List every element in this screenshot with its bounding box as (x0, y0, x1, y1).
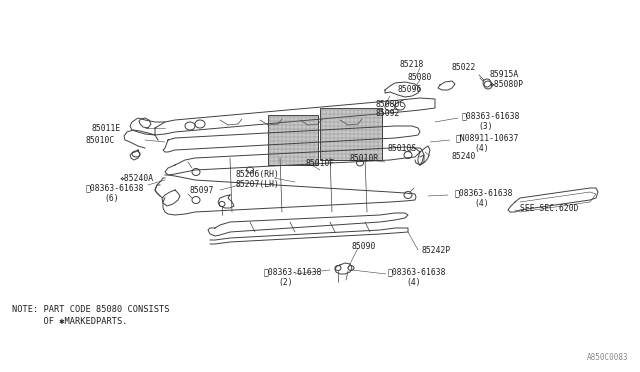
Text: 85096: 85096 (398, 84, 422, 93)
Bar (268, 115, 318, 165)
Text: Ⓓ08363-61638: Ⓓ08363-61638 (388, 267, 447, 276)
Text: (4): (4) (406, 278, 420, 286)
Text: (2): (2) (278, 278, 292, 286)
Text: 85080C: 85080C (375, 99, 404, 109)
Text: 85011E: 85011E (92, 124, 121, 132)
Text: 85092: 85092 (375, 109, 399, 118)
Bar (320, 108, 382, 160)
Text: ⓂN08911-10637: ⓂN08911-10637 (456, 134, 520, 142)
Text: ✧85240A: ✧85240A (120, 173, 154, 183)
Text: 85206(RH): 85206(RH) (236, 170, 280, 179)
Text: SEE SEC.620D: SEE SEC.620D (520, 203, 579, 212)
Text: 85010S: 85010S (388, 144, 417, 153)
Text: (4): (4) (474, 199, 488, 208)
Text: A850C0083: A850C0083 (586, 353, 628, 362)
Text: 85010C: 85010C (85, 135, 115, 144)
Text: 85010F: 85010F (305, 158, 334, 167)
Text: 85080: 85080 (408, 73, 433, 81)
Text: Ⓝ08363-61638: Ⓝ08363-61638 (455, 189, 513, 198)
Text: 85242P: 85242P (422, 246, 451, 254)
Text: 85218: 85218 (400, 60, 424, 68)
Text: (4): (4) (474, 144, 488, 153)
Text: 85097: 85097 (190, 186, 214, 195)
Text: NOTE: PART CODE 85080 CONSISTS: NOTE: PART CODE 85080 CONSISTS (12, 305, 170, 314)
Text: 85010R: 85010R (350, 154, 380, 163)
Text: 85090: 85090 (352, 241, 376, 250)
Text: 85240: 85240 (452, 151, 476, 160)
Text: Ⓝ08363-61638: Ⓝ08363-61638 (86, 183, 145, 192)
Text: Ⓝ08363-61638: Ⓝ08363-61638 (462, 112, 520, 121)
Text: 85022: 85022 (452, 62, 476, 71)
Text: Ⓝ08363-61638: Ⓝ08363-61638 (264, 267, 323, 276)
Text: (3): (3) (478, 122, 493, 131)
Text: 85207(LH): 85207(LH) (236, 180, 280, 189)
Text: ✧85080P: ✧85080P (490, 80, 524, 89)
Text: 85915A: 85915A (490, 70, 519, 78)
Text: (6): (6) (104, 193, 118, 202)
Text: OF ✱MARKEDPARTS.: OF ✱MARKEDPARTS. (12, 317, 127, 327)
